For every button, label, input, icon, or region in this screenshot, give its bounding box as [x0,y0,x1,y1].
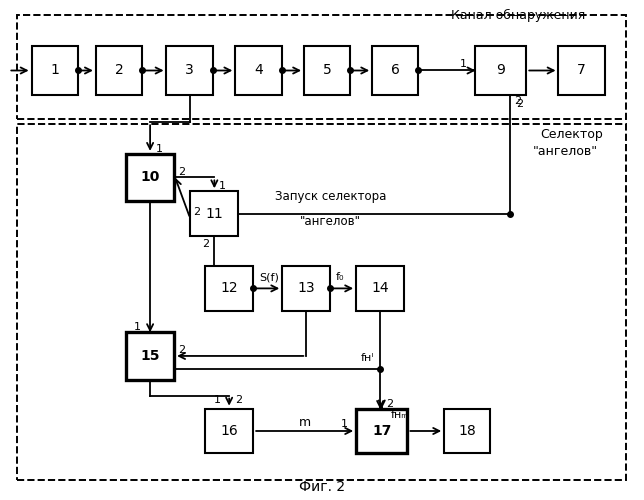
Bar [167,46,213,96]
Text: 6: 6 [391,64,400,78]
Text: 1: 1 [134,322,141,332]
Bar [190,191,238,236]
Text: 1: 1 [214,394,221,404]
Text: 7: 7 [577,64,586,78]
Text: m: m [299,416,310,428]
Text: Фиг. 2: Фиг. 2 [299,480,345,494]
Text: 2: 2 [178,168,185,177]
Text: 3: 3 [185,64,194,78]
Bar [126,154,174,201]
Text: 17: 17 [372,424,392,438]
Text: "ангелов": "ангелов" [300,214,361,228]
Text: 13: 13 [298,282,315,296]
Text: 2: 2 [516,100,524,110]
Bar [356,408,408,454]
Text: 1: 1 [460,58,467,68]
Text: 2: 2 [235,394,242,404]
Text: S(f): S(f) [260,272,279,282]
Text: 14: 14 [372,282,389,296]
Text: 4: 4 [254,64,263,78]
Bar [282,266,330,311]
Text: "ангелов": "ангелов" [533,146,598,158]
Text: 15: 15 [140,349,160,363]
Text: 9: 9 [497,64,505,78]
Text: 1: 1 [218,181,225,191]
Bar [32,46,78,96]
Bar [372,46,419,96]
Text: 1: 1 [156,144,163,154]
Text: Запуск селектора: Запуск селектора [275,190,386,202]
Bar [558,46,605,96]
Text: 1: 1 [50,64,59,78]
Text: 18: 18 [459,424,476,438]
Text: 12: 12 [220,282,238,296]
Bar [205,408,253,454]
Text: fнᴵ: fнᴵ [361,352,374,362]
Bar [126,332,174,380]
Text: 10: 10 [140,170,160,184]
Bar [475,46,526,96]
Text: fнₘ: fнₘ [391,410,409,420]
Text: 16: 16 [220,424,238,438]
Bar [17,124,626,480]
Bar [356,266,404,311]
Text: Канал обнаружения: Канал обнаружения [451,9,585,22]
Bar [304,46,350,96]
Text: 2: 2 [193,206,200,216]
Bar [205,266,253,311]
Text: 11: 11 [205,206,223,220]
Bar [444,408,490,454]
Bar [17,14,626,120]
Text: 1: 1 [341,418,348,428]
Bar [235,46,281,96]
Text: 2: 2 [202,239,209,249]
Text: 2: 2 [115,64,123,78]
Text: Селектор: Селектор [540,128,603,141]
Text: 2: 2 [386,398,393,408]
Text: 2: 2 [178,345,185,355]
Text: 5: 5 [323,64,332,78]
Bar [96,46,142,96]
Text: f₀: f₀ [336,272,344,282]
Text: 2: 2 [515,96,522,106]
